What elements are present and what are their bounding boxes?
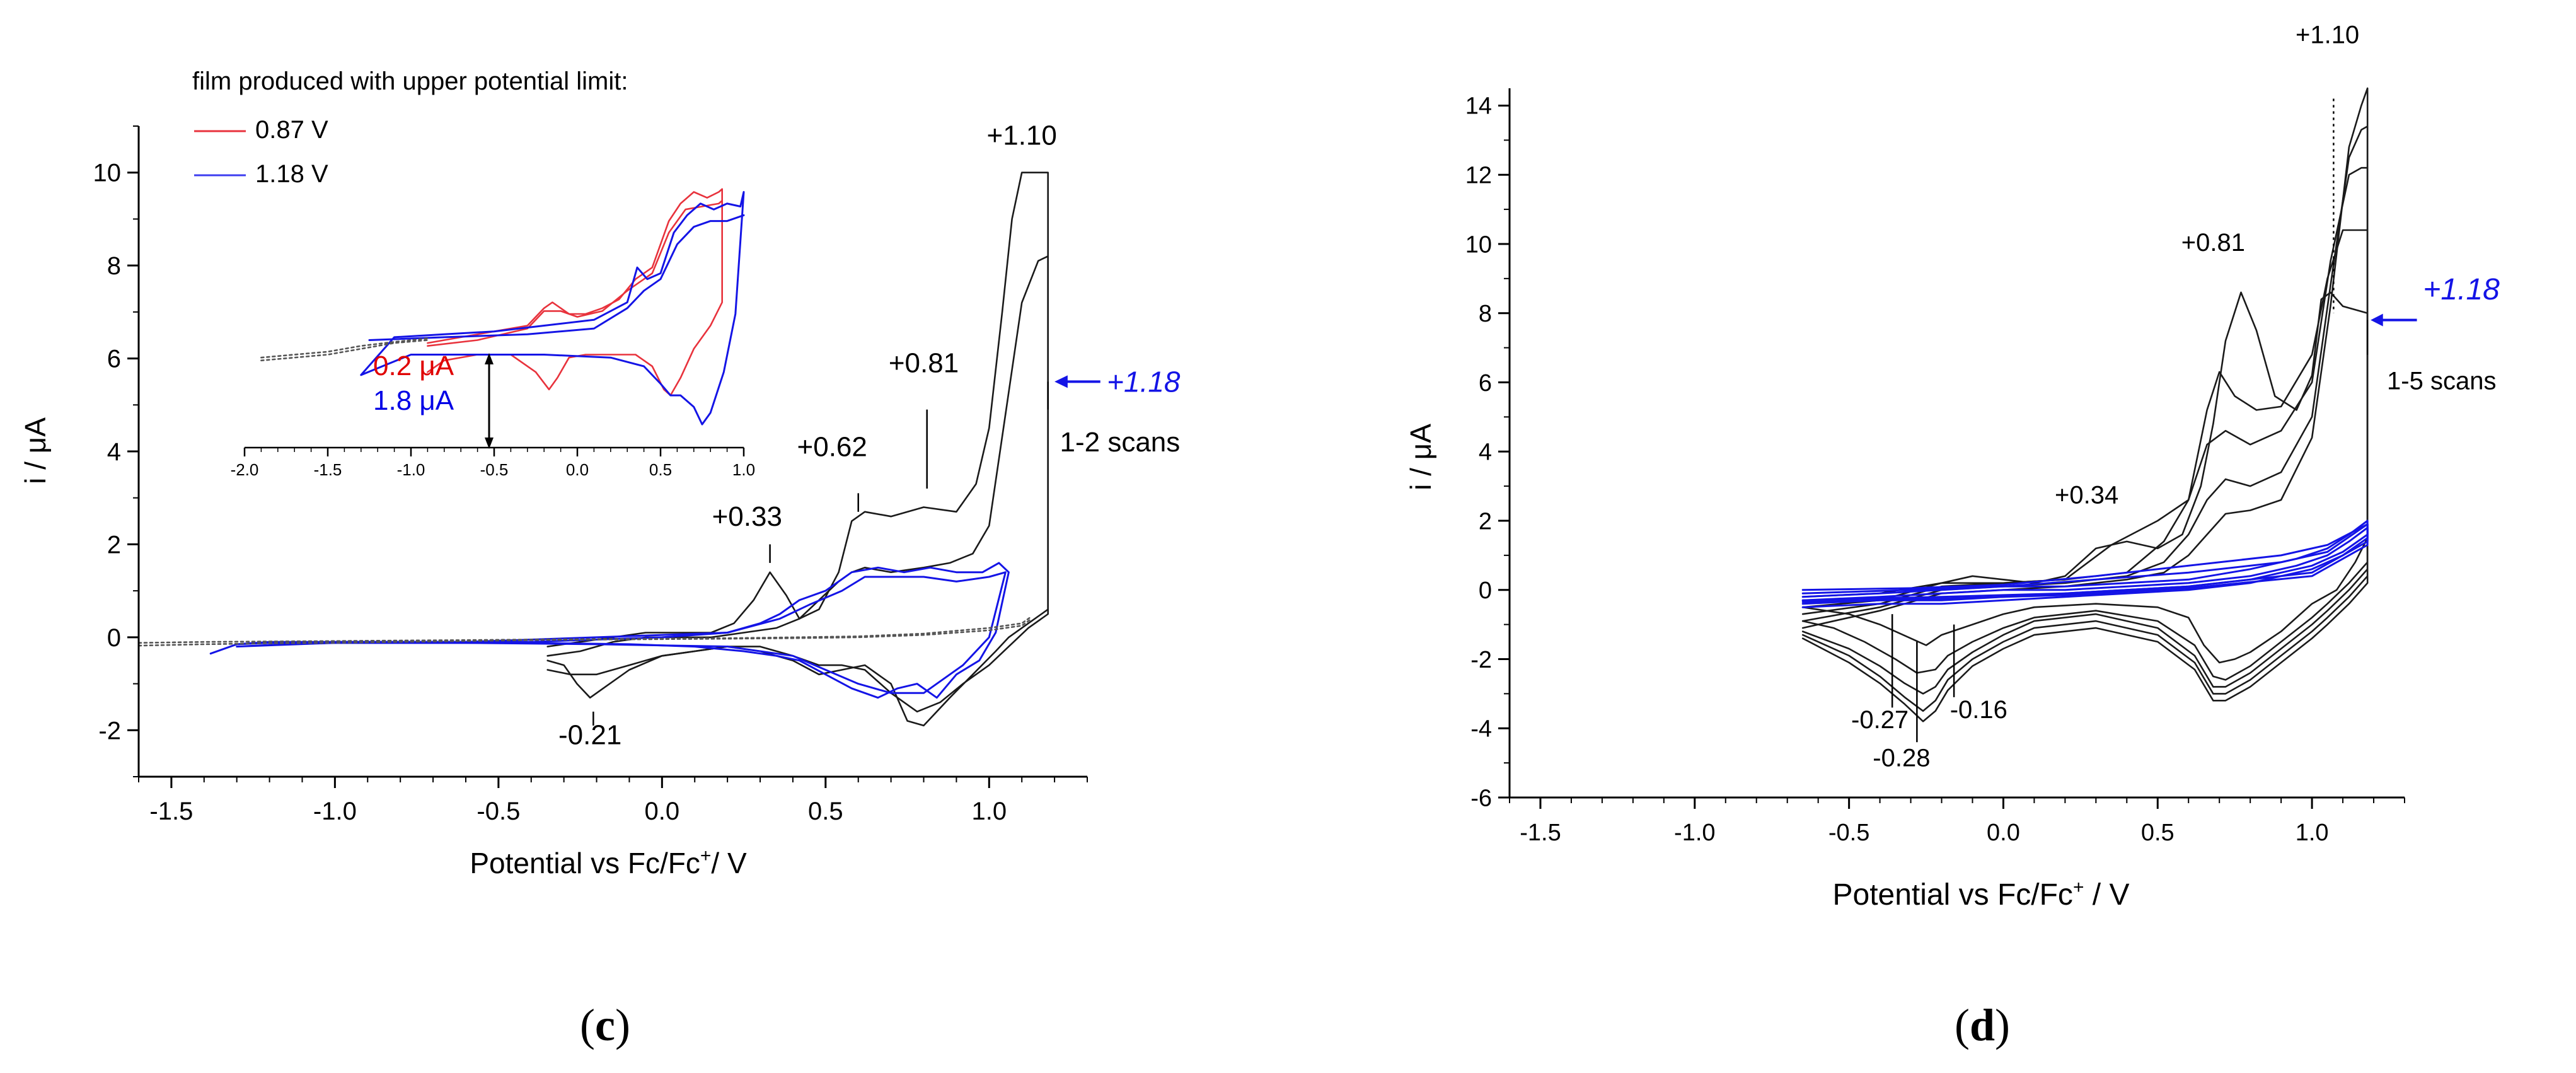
panel-d-y-tick-label: 10 <box>1465 231 1492 258</box>
inset-axes: -2.0 -1.5 -1.0 -0.5 0.0 0.5 1.0 <box>231 446 755 479</box>
inset-x-tick-label: -1.5 <box>314 460 342 479</box>
panel-c-x-axis-label: Potential vs Fc/Fc+/ V <box>470 845 747 879</box>
panel-c-label: (c) <box>580 1000 630 1050</box>
panel-d-series-blue-8 <box>1801 523 2369 603</box>
panel-d-x-tick-label: 0.0 <box>1987 820 2020 846</box>
panel-d-annotation: 1-5 scans <box>2387 367 2496 395</box>
panel-c-y-tick-label: -2 <box>98 717 121 745</box>
panel-c-series-blue-2 <box>209 562 1010 699</box>
panel-d-traces <box>1801 87 2369 722</box>
panel-d-limit-arrowhead <box>2371 313 2383 327</box>
panel-c-y-tick-label: 6 <box>107 345 121 373</box>
panel-d-series-blue-5 <box>1801 526 2369 608</box>
inset-x-tick-label: -2.0 <box>231 460 259 479</box>
panel-c-axes: -1.5 -1.0 -0.5 0.0 0.5 1.0 -2 0 2 4 6 8 10 <box>93 125 1088 825</box>
inset-series-dotted-5 <box>260 337 429 359</box>
inset-legend-label-1.18: 1.18 V <box>255 160 328 188</box>
panel-c-annotation: 1-2 scans <box>1060 427 1181 458</box>
inset-scale-arrowhead-top <box>485 353 494 364</box>
inset-x-tick-label: 1.0 <box>732 460 755 479</box>
panel-d-series-black-2 <box>1801 166 2369 695</box>
panel-d-y-tick-label: 2 <box>1479 508 1492 535</box>
panel-d-chart: -1.5 -1.0 -0.5 0.0 0.5 1.0 -6 -4 -2 0 2 4 6 8 10 12 14 +… <box>1404 21 2500 1050</box>
panel-c-annotation: +0.62 <box>797 431 867 462</box>
inset-scale-arrowhead-bottom <box>485 438 494 449</box>
inset-traces <box>260 188 745 426</box>
panel-d-x-tick-label: -1.0 <box>1674 820 1715 846</box>
panel-c-limit-label: +1.18 <box>1107 365 1181 398</box>
panel-d-x-axis-label: Potential vs Fc/Fc+ / V <box>1832 877 2129 912</box>
panel-c-y-tick-label: 2 <box>107 531 121 559</box>
panel-d-series-black-3 <box>1801 125 2369 712</box>
panel-d-annotation: +0.81 <box>2181 229 2245 257</box>
panel-d-y-axis-label: i / μA <box>1404 424 1437 490</box>
inset-x-tick-label: -1.0 <box>397 460 425 479</box>
panel-d-x-tick-label: 0.5 <box>2141 820 2175 846</box>
panel-d-series-black-4 <box>1801 87 2369 722</box>
panel-c-series-blue-3 <box>236 571 1007 694</box>
inset-series-blue-3 <box>368 214 745 341</box>
panel-d-series-blue-7 <box>1801 523 2369 601</box>
panel-c-chart: -1.5 -1.0 -0.5 0.0 0.5 1.0 -2 0 2 4 6 8 10 +1.10 +0.8… <box>19 67 1181 1050</box>
panel-d-y-tick-label: 12 <box>1465 162 1492 188</box>
panel-d-x-tick-label: -0.5 <box>1828 820 1869 846</box>
panel-c-y-axis-label: i / μA <box>19 417 52 484</box>
panel-d-annotation: -0.16 <box>1950 696 2007 724</box>
panel-d-annotation: -0.27 <box>1851 706 1909 734</box>
panel-c-x-tick-label: -0.5 <box>477 798 520 825</box>
panel-d-axes: -1.5 -1.0 -0.5 0.0 0.5 1.0 -6 -4 -2 0 2 4 6 8 10 12 14 <box>1465 88 2405 846</box>
panel-d-series-black-1 <box>1801 229 2369 681</box>
panel-d-y-tick-label: 6 <box>1479 370 1492 397</box>
inset-legend-label-0.87: 0.87 V <box>255 116 328 144</box>
panel-c-annotation: -0.21 <box>558 719 621 750</box>
panel-c-series-dotted-5 <box>137 615 1033 644</box>
inset-scale-label-red: 0.2 μA <box>373 351 454 381</box>
panel-c-x-tick-label: 0.5 <box>808 798 843 825</box>
panel-d-annotation: -0.28 <box>1873 745 1930 772</box>
inset-scale-label-blue: 1.8 μA <box>373 385 454 416</box>
panel-d-x-tick-label: 1.0 <box>2296 820 2329 846</box>
panel-c-annotation: +1.10 <box>987 120 1057 151</box>
inset-x-tick-label: 0.5 <box>649 460 672 479</box>
panel-c-annotation: +0.81 <box>889 348 959 379</box>
panel-c-series-black-1 <box>546 255 1049 713</box>
panel-d-y-tick-label: 4 <box>1479 439 1492 466</box>
panel-d-x-tick-label: -1.5 <box>1520 820 1561 846</box>
inset-series-red-1 <box>427 200 723 347</box>
panel-d-y-tick-label: 8 <box>1479 301 1492 327</box>
panel-d-series-black-0 <box>1801 291 2369 664</box>
panel-c-y-tick-label: 10 <box>93 160 122 187</box>
panel-c-y-tick-label: 4 <box>107 438 121 466</box>
panel-c-traces <box>137 171 1049 727</box>
panel-d-annotation: +0.34 <box>2055 482 2118 509</box>
panel-c-limit-arrowhead <box>1054 375 1068 388</box>
panel-d-label: (d) <box>1955 1000 2010 1050</box>
inset-series-red-0 <box>427 188 723 397</box>
panel-d-y-tick-label: 0 <box>1479 577 1492 604</box>
panel-c-annotation: +0.33 <box>712 501 782 532</box>
panel-d-y-tick-label: -2 <box>1470 647 1492 673</box>
panel-c-x-tick-label: 1.0 <box>972 798 1007 825</box>
panel-c-annotations: +1.10 +0.81 +0.62 +0.33 -0.21 1-2 scans +1.18 <box>558 120 1181 750</box>
panel-c-x-tick-label: 0.0 <box>645 798 680 825</box>
panel-d-y-tick-label: -6 <box>1470 785 1492 811</box>
panel-d-y-tick-label: -4 <box>1470 716 1492 743</box>
inset-title: film produced with upper potential limit… <box>192 67 628 95</box>
panel-d-limit-label: +1.18 <box>2423 273 2500 306</box>
panel-d-y-tick-label: 14 <box>1465 93 1492 120</box>
panel-d-annotation: +1.10 <box>2296 21 2359 49</box>
panel-c-y-tick-label: 8 <box>107 252 121 280</box>
inset-x-tick-label: -0.5 <box>480 460 509 479</box>
panel-d-annotations: +1.10 +0.81 +0.34 1-5 scans -0.27 -0.28 -0.16 +… <box>1851 21 2500 772</box>
panel-c-inset: film produced with upper potential limit… <box>192 67 755 479</box>
panel-c-y-tick-label: 0 <box>107 624 121 652</box>
inset-series-blue-2 <box>360 191 745 426</box>
inset-x-tick-label: 0.0 <box>566 460 589 479</box>
inset-series-dotted-4 <box>260 339 429 362</box>
panel-c-x-tick-label: -1.5 <box>149 798 193 825</box>
panel-c-x-tick-label: -1.0 <box>313 798 357 825</box>
